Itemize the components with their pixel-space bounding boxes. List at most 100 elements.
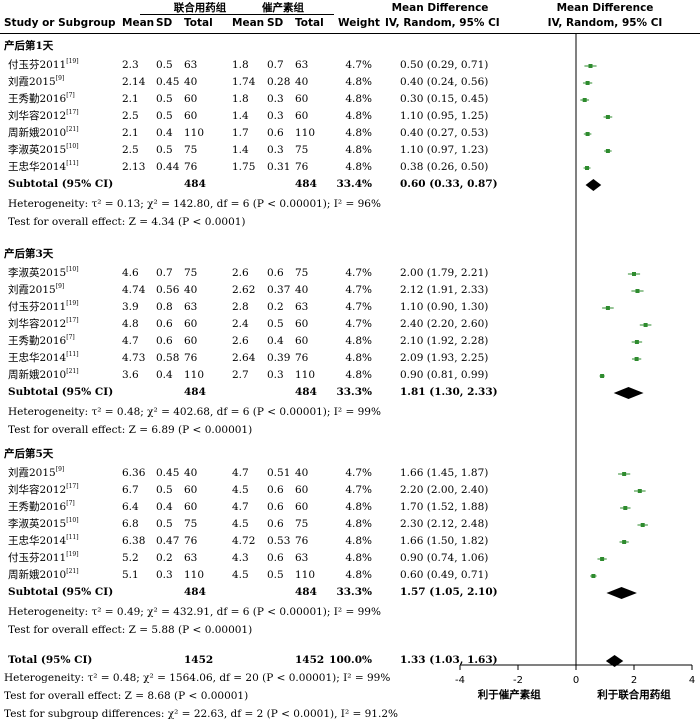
study-ref: [9] — [55, 283, 65, 290]
study-total1: 60 — [184, 318, 198, 330]
x-tick-label: -4 — [455, 675, 465, 686]
study-weight: 4.8% — [345, 161, 372, 173]
study-name: 刘华容2012[17] — [8, 317, 79, 331]
study-ref: [21] — [66, 568, 79, 575]
study-sd2: 0.4 — [267, 335, 284, 347]
study-sd1: 0.5 — [156, 93, 173, 105]
study-ref: [9] — [55, 466, 65, 473]
study-sd1: 0.4 — [156, 127, 173, 139]
study-mean1: 6.4 — [122, 501, 139, 513]
study-sd2: 0.6 — [267, 127, 284, 139]
study-sd1: 0.4 — [156, 369, 173, 381]
study-ref: [10] — [66, 266, 79, 273]
study-weight: 4.7% — [345, 467, 372, 479]
study-sd2: 0.6 — [267, 267, 284, 279]
study-total1: 76 — [184, 161, 198, 173]
col-weight: Weight — [338, 17, 380, 29]
study-sd1: 0.45 — [156, 467, 180, 479]
study-sd2: 0.7 — [267, 59, 284, 71]
axis-left-label: 利于催产素组 — [478, 688, 541, 701]
subtotal-weight: 33.4% — [336, 178, 372, 190]
study-mean2: 2.6 — [232, 267, 249, 279]
col-plot-method: IV, Random, 95% CI — [547, 17, 663, 29]
study-point — [622, 472, 627, 476]
header-rule — [0, 33, 700, 34]
subtotal-total2: 484 — [295, 178, 317, 190]
subtotal-label: Subtotal (95% CI) — [8, 178, 114, 190]
study-ref: [19] — [66, 551, 79, 558]
study-mean2: 1.8 — [232, 93, 249, 105]
study-name: 周新娥2010[21] — [8, 126, 79, 140]
study-mean2: 2.64 — [232, 352, 256, 364]
study-sd1: 0.58 — [156, 352, 180, 364]
study-total1: 63 — [184, 552, 198, 564]
study-total2: 60 — [295, 501, 309, 513]
study-weight: 4.8% — [345, 144, 372, 156]
study-total2: 60 — [295, 318, 309, 330]
col-mean1: Mean — [122, 17, 155, 29]
subgroup-heterogeneity: Heterogeneity: τ² = 0.13; χ² = 142.80, d… — [8, 198, 381, 210]
study-mean2: 2.62 — [232, 284, 256, 296]
study-weight: 4.8% — [345, 518, 372, 530]
study-total1: 110 — [184, 369, 205, 381]
study-total2: 75 — [295, 518, 309, 530]
study-ref: [19] — [66, 300, 79, 307]
study-weight: 4.7% — [345, 318, 372, 330]
study-mean1: 4.8 — [122, 318, 139, 330]
study-point — [600, 557, 605, 561]
study-mean2: 2.8 — [232, 301, 249, 313]
study-point — [605, 306, 610, 310]
study-total1: 60 — [184, 484, 198, 496]
study-total1: 63 — [184, 59, 198, 71]
study-point — [622, 540, 627, 544]
study-ci: 1.10 (0.97, 1.23) — [400, 144, 489, 156]
study-ref: [9] — [55, 75, 65, 82]
study-ci: 2.09 (1.93, 2.25) — [400, 352, 489, 364]
study-weight: 4.8% — [345, 535, 372, 547]
study-sd2: 0.2 — [267, 301, 284, 313]
study-total2: 40 — [295, 467, 309, 479]
study-weight: 4.7% — [345, 267, 372, 279]
study-ref: [11] — [66, 534, 79, 541]
study-sd1: 0.45 — [156, 76, 180, 88]
study-point — [643, 323, 648, 327]
study-point — [585, 166, 590, 170]
study-weight: 4.8% — [345, 569, 372, 581]
study-point — [605, 149, 610, 153]
study-name: 李淑英2015[10] — [8, 517, 79, 531]
study-mean2: 4.5 — [232, 569, 249, 581]
study-sd1: 0.4 — [156, 501, 173, 513]
group2-header: 催产素组 — [262, 2, 304, 14]
study-mean2: 1.8 — [232, 59, 249, 71]
study-ref: [10] — [66, 517, 79, 524]
subtotal-weight: 33.3% — [336, 586, 372, 598]
study-weight: 4.8% — [345, 552, 372, 564]
study-mean2: 4.5 — [232, 484, 249, 496]
subtotal-label: Subtotal (95% CI) — [8, 386, 114, 398]
study-mean1: 4.74 — [122, 284, 146, 296]
study-ci: 2.10 (1.92, 2.28) — [400, 335, 489, 347]
study-name: 付玉芬2011[19] — [8, 58, 79, 72]
study-total2: 110 — [295, 127, 316, 139]
x-tick-label: 4 — [689, 675, 695, 686]
study-name: 王忠华2014[11] — [8, 160, 79, 174]
study-mean2: 1.75 — [232, 161, 256, 173]
study-weight: 4.7% — [345, 59, 372, 71]
study-total2: 76 — [295, 161, 309, 173]
study-mean2: 1.4 — [232, 144, 249, 156]
subtotal-diamond — [606, 587, 637, 599]
study-mean1: 6.8 — [122, 518, 139, 530]
study-mean2: 2.6 — [232, 335, 249, 347]
study-sd1: 0.47 — [156, 535, 180, 547]
study-point — [585, 81, 590, 85]
study-weight: 4.8% — [345, 127, 372, 139]
study-weight: 4.8% — [345, 110, 372, 122]
group2-rule — [228, 14, 334, 15]
study-sd2: 0.51 — [267, 467, 291, 479]
subgroup-overall-effect: Test for overall effect: Z = 6.89 (P < 0… — [8, 424, 253, 436]
study-sd1: 0.56 — [156, 284, 180, 296]
study-total2: 60 — [295, 110, 309, 122]
md-header-title: Mean Difference — [391, 2, 489, 14]
study-ref: [17] — [66, 483, 79, 490]
